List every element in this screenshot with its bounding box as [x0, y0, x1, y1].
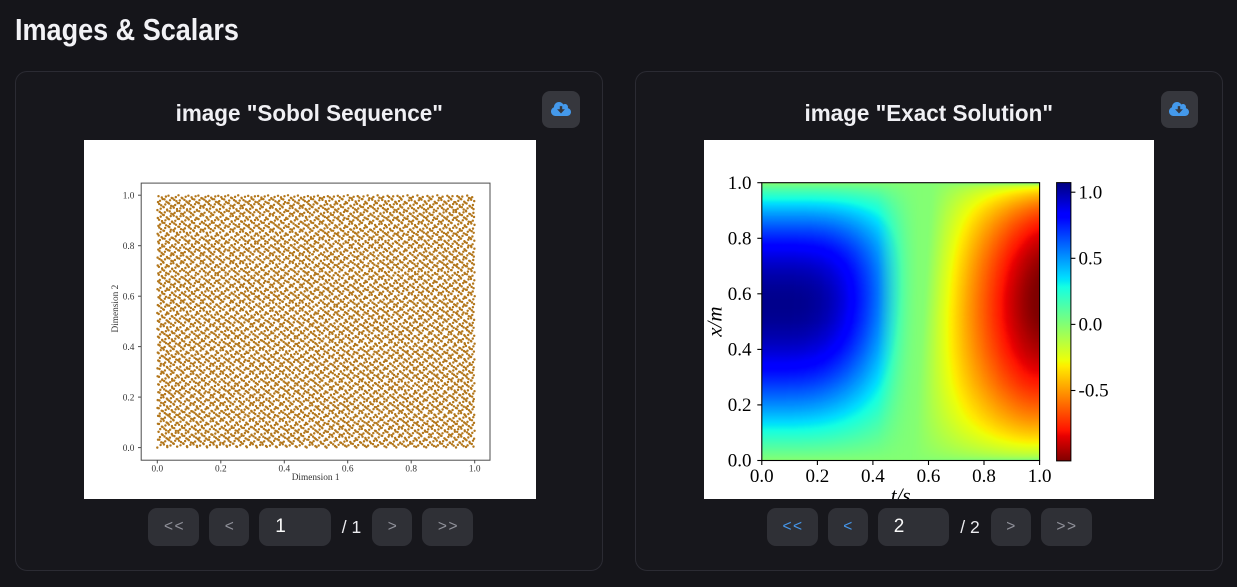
svg-text:1.0: 1.0	[728, 173, 752, 194]
svg-text:0.6: 0.6	[728, 284, 752, 305]
svg-text:0.2: 0.2	[214, 465, 226, 475]
svg-text:0.0: 0.0	[728, 451, 752, 472]
svg-text:0.0: 0.0	[1079, 315, 1103, 336]
svg-text:1.0: 1.0	[1028, 466, 1052, 487]
svg-text:0.4: 0.4	[278, 465, 290, 475]
svg-text:Dimension 2: Dimension 2	[111, 284, 121, 332]
svg-text:0.2: 0.2	[806, 466, 830, 487]
svg-text:1.0: 1.0	[468, 465, 480, 475]
svg-text:x/m: x/m	[704, 306, 727, 337]
svg-text:0.4: 0.4	[861, 466, 885, 487]
svg-text:0.4: 0.4	[728, 340, 752, 361]
svg-text:0.4: 0.4	[122, 343, 134, 353]
svg-text:0.8: 0.8	[405, 465, 417, 475]
svg-text:1.0: 1.0	[1079, 182, 1103, 203]
svg-text:0.5: 0.5	[1079, 249, 1103, 270]
svg-text:0.8: 0.8	[972, 466, 996, 487]
svg-text:Dimension 1: Dimension 1	[291, 473, 339, 483]
svg-text:0.6: 0.6	[341, 465, 353, 475]
svg-text:0.0: 0.0	[122, 444, 134, 454]
svg-text:t/s: t/s	[891, 484, 911, 500]
svg-text:0.6: 0.6	[122, 293, 134, 303]
svg-text:0.6: 0.6	[917, 466, 941, 487]
svg-text:0.8: 0.8	[728, 229, 752, 250]
svg-text:-0.5: -0.5	[1079, 381, 1109, 402]
svg-text:0.0: 0.0	[151, 465, 163, 475]
svg-text:1.0: 1.0	[122, 192, 134, 202]
svg-text:0.8: 0.8	[122, 242, 134, 252]
svg-text:0.2: 0.2	[122, 394, 134, 404]
svg-text:0.0: 0.0	[750, 466, 774, 487]
svg-text:0.2: 0.2	[728, 395, 752, 416]
